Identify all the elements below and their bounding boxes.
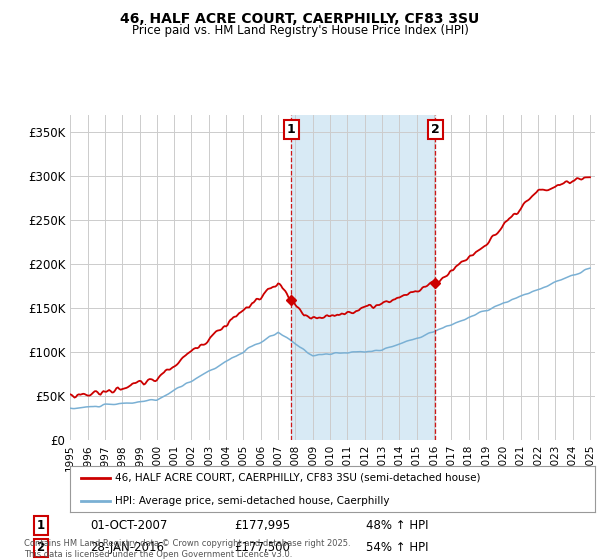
Text: 28-JAN-2016: 28-JAN-2016 (90, 542, 164, 554)
Text: £177,500: £177,500 (234, 542, 290, 554)
Text: 54% ↑ HPI: 54% ↑ HPI (366, 542, 429, 554)
Text: £177,995: £177,995 (234, 519, 290, 532)
Text: 46, HALF ACRE COURT, CAERPHILLY, CF83 3SU (semi-detached house): 46, HALF ACRE COURT, CAERPHILLY, CF83 3S… (115, 473, 481, 483)
Text: 46, HALF ACRE COURT, CAERPHILLY, CF83 3SU: 46, HALF ACRE COURT, CAERPHILLY, CF83 3S… (121, 12, 479, 26)
Text: 2: 2 (37, 542, 44, 554)
Text: Contains HM Land Registry data © Crown copyright and database right 2025.
This d: Contains HM Land Registry data © Crown c… (24, 539, 350, 559)
Text: 01-OCT-2007: 01-OCT-2007 (90, 519, 167, 532)
Text: 48% ↑ HPI: 48% ↑ HPI (366, 519, 429, 532)
Text: 2: 2 (431, 123, 440, 136)
Text: 1: 1 (287, 123, 295, 136)
Text: 1: 1 (37, 519, 44, 532)
Text: HPI: Average price, semi-detached house, Caerphilly: HPI: Average price, semi-detached house,… (115, 496, 389, 506)
Bar (291, 115, 435, 440)
Text: Price paid vs. HM Land Registry's House Price Index (HPI): Price paid vs. HM Land Registry's House … (131, 24, 469, 37)
